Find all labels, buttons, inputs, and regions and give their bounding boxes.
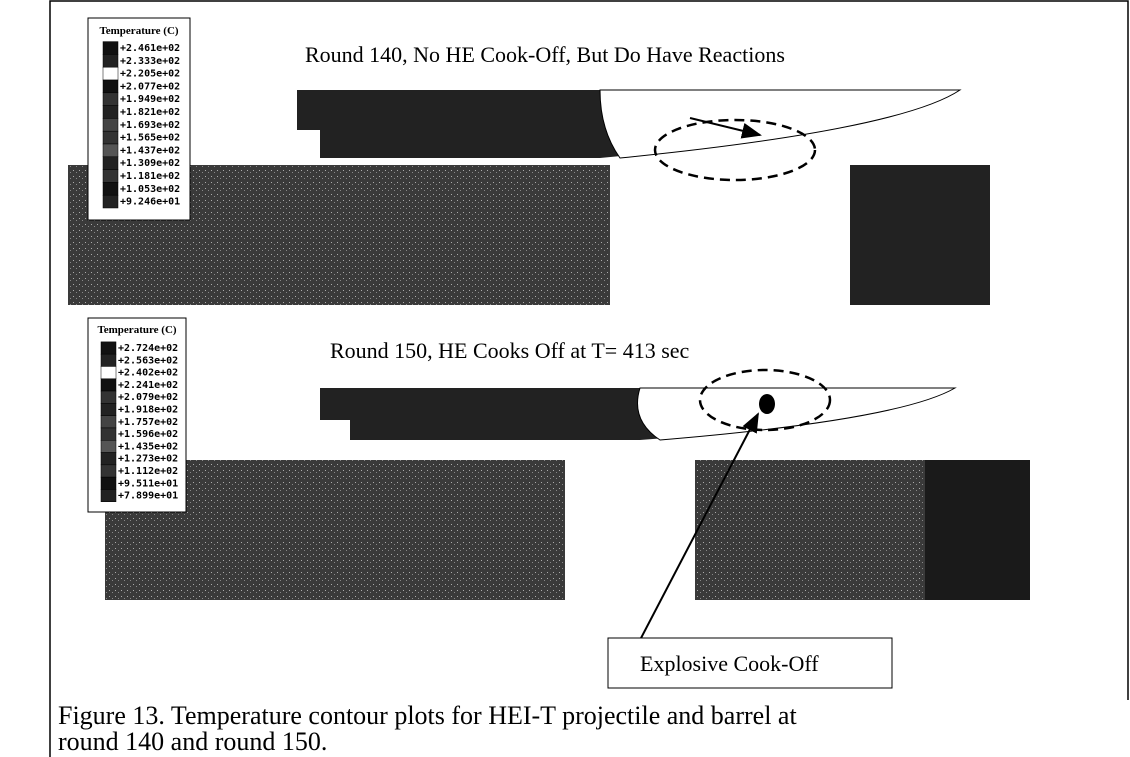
legend-value: +2.461e+02 [120,43,180,54]
legend: +2.461e+02 +2.333e+02 +2.205e+02+2.077e+02… [102,41,180,209]
legend-swatch [100,341,117,355]
arrow [689,117,762,139]
legend-swatch [102,118,119,132]
panel-2: Round 150, HE Cooks Off at T= 413 sec Ex… [87,317,1030,689]
legend-value: +2.724e+02 [118,343,178,354]
legend-value: +2.077e+02 [120,81,180,92]
frame [49,0,1129,757]
callout-box [607,637,893,689]
legend-swatch [100,353,117,367]
legend-swatch [100,452,117,466]
legend-swatch [102,92,119,106]
legend-value: +2.402e+02 [118,368,178,379]
caption: round 140 and round 150. [58,727,327,756]
hot-zone [610,165,850,305]
legend-value: +1.821e+02 [120,107,180,118]
legend-swatch [100,489,117,503]
projectile-nose [637,387,957,441]
legend-value: +1.181e+02 [120,171,180,182]
legend-swatch [100,403,117,416]
panel-1: Round 140, No HE Cook-Off, But Do Have R… [68,17,990,305]
cool-zone [850,165,990,305]
legend-value: +1.309e+02 [120,158,180,169]
legend-value: +1.757e+02 [118,417,178,428]
legend-swatch [102,182,119,196]
legend-value: +2.563e+02 [118,355,178,366]
legend-value: +1.273e+02 [118,454,178,465]
legend-value: +1.918e+02 [118,405,178,416]
legend-value: +1.596e+02 [118,429,178,440]
legend-swatch [102,79,119,94]
legend-swatch [100,366,117,380]
legend-swatch [100,415,117,429]
legend-swatch [100,476,117,490]
legend-swatch [102,194,119,209]
legend-value: +7.899e+01 [118,491,178,502]
legend-value: +2.079e+02 [118,392,178,403]
annotation: Round 140, No HE Cook-Off, But Do Have R… [305,42,785,67]
legend-value: +1.435e+02 [118,441,178,452]
legend-swatch [100,427,117,441]
legend: +2.724e+02+2.563e+02 +2.402e+02+2.241e+02… [100,341,178,503]
legend-swatch [102,54,119,68]
legend-swatch [102,130,119,145]
legend-value: +1.437e+02 [120,145,180,156]
callout: Explosive Cook-Off [640,651,819,676]
legend-value: +2.241e+02 [118,380,178,391]
legend-swatch [102,41,119,55]
legend-swatch [102,105,119,119]
legend-swatch [100,390,117,404]
cook-off-spot [759,394,775,414]
legend-swatch [102,156,119,170]
legend-value: +2.205e+02 [120,69,180,80]
legend-swatch [100,440,117,453]
cool-zone [925,460,1030,600]
legend-value: +2.333e+02 [120,56,180,67]
legend-value: +9.511e+01 [118,478,178,489]
caption: Figure 13. Temperature contour plots for… [58,701,797,730]
legend-swatch [100,464,117,478]
projectile-nose [599,89,962,159]
legend-title: Temperature (C) [99,25,178,37]
legend-swatch [102,143,119,158]
legend-value: +1.053e+02 [120,184,180,195]
legend-swatch [102,169,119,183]
arrow [639,412,759,641]
highlight-ellipse [698,368,832,432]
legend-value: +1.693e+02 [120,120,180,131]
legend-swatch [100,378,117,392]
legend-title: Temperature (C) [97,324,176,336]
legend-value: +1.112e+02 [118,466,178,477]
highlight-ellipse [653,118,817,182]
annotation: Round 150, HE Cooks Off at T= 413 sec [330,338,690,363]
legend-value: +1.949e+02 [120,94,180,105]
legend-swatch [102,66,119,81]
legend-value: +1.565e+02 [120,133,180,144]
legend-value: +9.246e+01 [120,197,180,208]
hot-zone [565,460,695,600]
